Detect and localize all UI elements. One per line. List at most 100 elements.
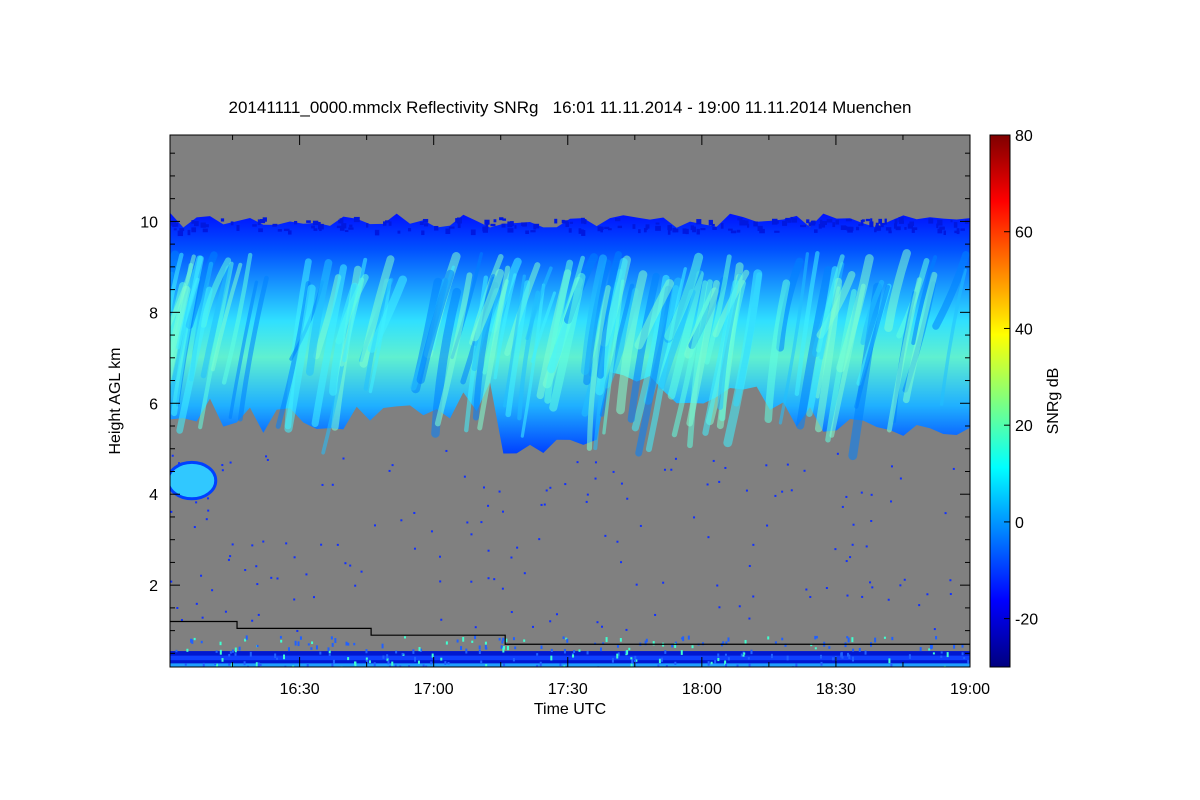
clutter-band bbox=[170, 651, 970, 657]
noise-pixel bbox=[342, 457, 345, 460]
noise-pixel bbox=[601, 625, 604, 628]
reflectivity-streak bbox=[687, 279, 713, 449]
echo-pixel bbox=[220, 218, 225, 222]
echo-pixel bbox=[313, 228, 318, 231]
clutter-pixel bbox=[722, 641, 725, 644]
noise-pixel bbox=[336, 543, 339, 546]
noise-pixel bbox=[752, 543, 755, 546]
clutter-pixel bbox=[562, 636, 565, 640]
reflectivity-streak bbox=[667, 270, 704, 400]
noise-pixel bbox=[276, 577, 279, 580]
reflectivity-streak bbox=[544, 259, 574, 404]
echo-pixel bbox=[638, 229, 641, 234]
noise-pixel bbox=[803, 469, 806, 472]
clutter-pixel bbox=[228, 663, 231, 666]
noise-pixel bbox=[834, 548, 837, 551]
noise-pixel bbox=[576, 461, 579, 464]
echo-pixel bbox=[744, 220, 749, 226]
noise-pixel bbox=[926, 593, 929, 596]
reflectivity-streak bbox=[228, 280, 259, 420]
clutter-pixel bbox=[774, 641, 777, 644]
noise-pixel bbox=[487, 549, 490, 552]
noise-pixel bbox=[224, 610, 227, 613]
echo-pixel bbox=[826, 218, 833, 223]
echo-pixel bbox=[407, 227, 412, 232]
echo-pixel bbox=[790, 216, 794, 220]
echo-pixel bbox=[484, 219, 490, 225]
noise-pixel bbox=[836, 452, 839, 455]
clutter-pixel bbox=[928, 648, 931, 651]
colorbar-label: SNRg dB bbox=[1045, 368, 1062, 435]
echo-pixel bbox=[294, 220, 298, 225]
clutter-pixel bbox=[953, 644, 956, 649]
noise-pixel bbox=[870, 493, 873, 496]
clutter-pixel bbox=[605, 637, 608, 642]
clutter-pixel bbox=[456, 639, 459, 643]
echo-pixel bbox=[845, 218, 852, 222]
echo-pixel bbox=[482, 226, 486, 232]
noise-pixel bbox=[693, 516, 696, 519]
noise-pixel bbox=[738, 605, 741, 608]
echo-pixel bbox=[533, 224, 537, 230]
clutter-pixel bbox=[216, 663, 219, 667]
clutter-pixel bbox=[175, 649, 178, 653]
noise-pixel bbox=[674, 457, 677, 460]
clutter-pixel bbox=[536, 664, 539, 667]
noise-pixel bbox=[774, 494, 777, 497]
clutter-pixel bbox=[874, 637, 877, 643]
clutter-pixel bbox=[215, 650, 218, 653]
clutter-pixel bbox=[961, 652, 964, 656]
clutter-pixel bbox=[846, 652, 849, 657]
echo-pixel bbox=[316, 221, 321, 225]
reflectivity-streak bbox=[503, 274, 526, 408]
reflectivity-streak bbox=[170, 252, 184, 319]
noise-pixel bbox=[944, 512, 947, 515]
reflectivity-streak bbox=[599, 283, 635, 417]
clutter-pixel bbox=[332, 659, 335, 664]
echo-pixel bbox=[258, 228, 263, 233]
echo-pixel bbox=[655, 222, 660, 225]
echo-pixel bbox=[667, 225, 672, 231]
colorbar-tick-label: 60 bbox=[1015, 225, 1033, 242]
echo-pixel bbox=[179, 228, 185, 232]
clutter-pixel bbox=[848, 654, 851, 660]
noise-pixel bbox=[949, 593, 952, 596]
noise-pixel bbox=[413, 511, 416, 514]
reflectivity-streak bbox=[505, 280, 531, 418]
reflectivity-streak bbox=[517, 290, 540, 421]
clutter-pixel bbox=[345, 641, 348, 646]
noise-pixel bbox=[543, 503, 546, 506]
noise-pixel bbox=[887, 598, 890, 601]
noise-pixel bbox=[564, 483, 567, 486]
clutter-pixel bbox=[501, 640, 504, 644]
noise-pixel bbox=[706, 483, 709, 486]
clutter-band bbox=[170, 663, 970, 667]
echo-pixel bbox=[874, 228, 877, 233]
clutter-pixel bbox=[399, 665, 402, 667]
noise-pixel bbox=[487, 577, 490, 580]
clutter-pixel bbox=[299, 636, 302, 640]
clutter-pixel bbox=[512, 658, 515, 662]
echo-pixel bbox=[865, 218, 871, 222]
echo-pixel bbox=[607, 228, 612, 231]
clutter-pixel bbox=[664, 650, 667, 654]
noise-pixel bbox=[523, 572, 526, 575]
reflectivity-streak bbox=[911, 255, 938, 345]
clutter-pixel bbox=[387, 660, 390, 665]
clutter-pixel bbox=[505, 638, 508, 643]
clutter-pixel bbox=[465, 648, 468, 654]
noise-pixel bbox=[851, 543, 854, 546]
noise-pixel bbox=[487, 504, 490, 507]
echo-pixel bbox=[397, 230, 401, 234]
echo-pixel bbox=[348, 227, 354, 230]
echo-pixel bbox=[507, 228, 514, 233]
reflectivity-streak bbox=[886, 277, 922, 433]
clutter-pixel bbox=[256, 644, 259, 648]
reflectivity-streak bbox=[860, 279, 885, 345]
echo-pixel bbox=[277, 229, 282, 232]
colorbar-tick-label: 80 bbox=[1015, 128, 1033, 145]
noise-pixel bbox=[745, 489, 748, 492]
clutter-pixel bbox=[634, 655, 637, 660]
echo-pixel bbox=[950, 219, 953, 223]
clutter-pixel bbox=[750, 649, 753, 655]
